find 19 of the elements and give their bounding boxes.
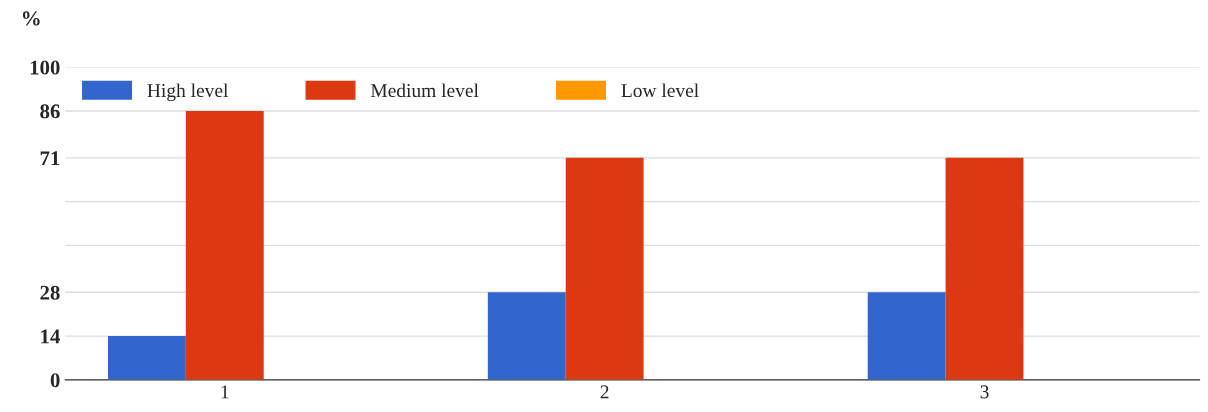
y-tick-label: 28 (40, 285, 60, 300)
bar (185, 110, 264, 380)
legend-label: Low level (621, 83, 699, 98)
x-tick-label: 2 (600, 385, 609, 399)
bar (565, 157, 644, 380)
y-tick-label: 86 (40, 104, 60, 119)
bar (107, 336, 186, 380)
y-tick-label: 100 (30, 60, 60, 75)
x-tick-label: 3 (980, 385, 989, 399)
y-tick-label: 14 (41, 329, 60, 344)
y-axis-title: % (22, 11, 40, 26)
legend-label: High level (147, 83, 229, 102)
bar (945, 157, 1024, 380)
bar (867, 292, 946, 380)
y-tick-label: 0 (50, 373, 60, 388)
y-tick-label: 71 (40, 151, 60, 166)
x-tick-label: 1 (221, 385, 229, 399)
legend-label: Medium level (370, 83, 479, 98)
bar (487, 292, 566, 380)
